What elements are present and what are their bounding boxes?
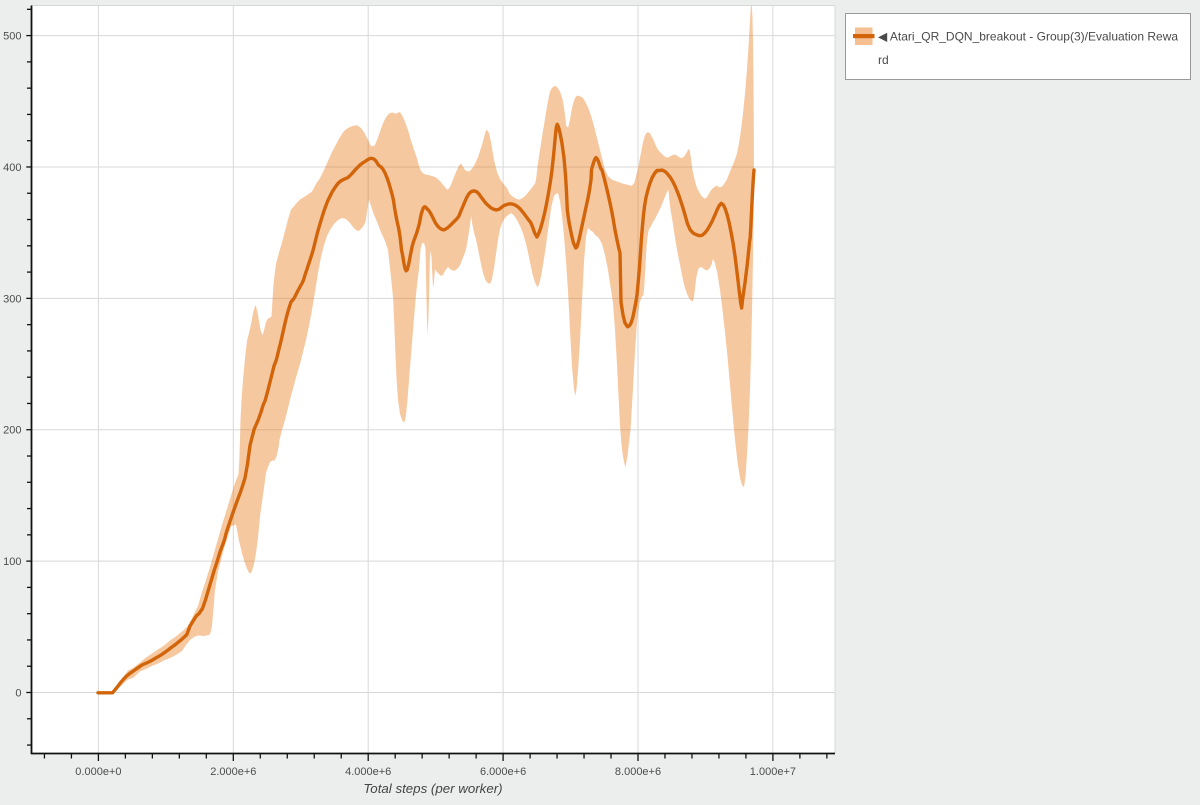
svg-text:200: 200 xyxy=(3,425,21,437)
svg-text:1.000e+7: 1.000e+7 xyxy=(750,766,796,778)
svg-text:2.000e+6: 2.000e+6 xyxy=(210,766,256,778)
svg-text:6.000e+6: 6.000e+6 xyxy=(480,766,526,778)
svg-text:500: 500 xyxy=(3,31,21,43)
svg-text:◀ Atari_QR_DQN_breakout - Grou: ◀ Atari_QR_DQN_breakout - Group(3)/Evalu… xyxy=(878,30,1178,44)
svg-text:4.000e+6: 4.000e+6 xyxy=(345,766,391,778)
svg-text:Total steps (per worker): Total steps (per worker) xyxy=(363,781,502,796)
svg-text:8.000e+6: 8.000e+6 xyxy=(615,766,661,778)
svg-text:100: 100 xyxy=(3,556,21,568)
svg-text:rd: rd xyxy=(878,53,889,67)
svg-text:400: 400 xyxy=(3,162,21,174)
svg-text:0: 0 xyxy=(15,688,21,700)
svg-text:0.000e+0: 0.000e+0 xyxy=(75,766,121,778)
svg-text:300: 300 xyxy=(3,293,21,305)
